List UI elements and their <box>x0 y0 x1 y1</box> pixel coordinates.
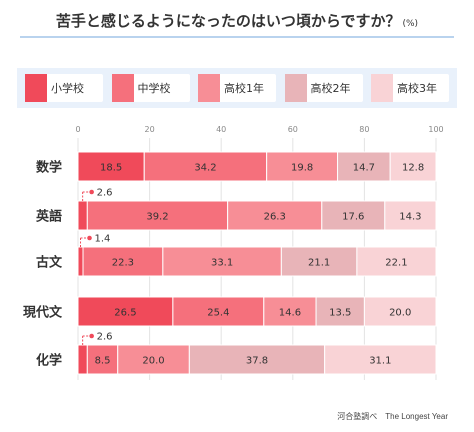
data-label: 18.5 <box>100 163 122 174</box>
data-label: 26.3 <box>264 212 286 223</box>
data-label: 14.7 <box>353 163 375 174</box>
bar-segment <box>315 296 365 327</box>
data-label: 21.1 <box>308 258 330 269</box>
data-label: 22.3 <box>112 258 134 269</box>
bar-segment <box>389 151 437 182</box>
bar-segment <box>117 344 190 375</box>
legend-label-high-1: 高校1年 <box>224 82 264 95</box>
legend-label-junior-high: 中学校 <box>137 82 171 95</box>
bar-segment <box>172 296 265 327</box>
x-tick-label: 60 <box>288 125 298 134</box>
category-label: 数学 <box>36 160 62 176</box>
data-label: 22.1 <box>385 258 407 269</box>
title-text: 苦手と感じるようになったのはいつ頃からですか？ <box>55 12 401 30</box>
bar-segment <box>82 246 164 277</box>
category-label: 化学 <box>36 353 62 369</box>
data-label: 39.2 <box>146 212 168 223</box>
x-tick-label: 80 <box>359 125 369 134</box>
data-label: 37.8 <box>246 356 268 367</box>
bar-segment <box>384 200 437 231</box>
data-label: 33.1 <box>211 258 233 269</box>
bar-segment <box>263 296 317 327</box>
data-label: 1.4 <box>95 234 111 245</box>
x-tick-label: 100 <box>428 125 443 134</box>
legend-item-junior-high: 中学校 <box>111 74 190 102</box>
legend-swatch-elementary <box>25 74 47 102</box>
bar-segment <box>162 246 282 277</box>
data-label: 2.6 <box>97 188 113 199</box>
legend-item-high-2: 高校2年 <box>284 74 363 102</box>
data-label: 19.8 <box>291 163 313 174</box>
data-label: 2.6 <box>97 332 113 343</box>
legend: 小学校 中学校 高校1年 高校2年 高校3年 <box>17 68 457 108</box>
bar-segment <box>280 246 358 277</box>
data-label: 31.1 <box>369 356 391 367</box>
data-label: 34.2 <box>194 163 216 174</box>
bar-segment <box>227 200 323 231</box>
bar-segment <box>356 246 437 277</box>
x-tick-label: 20 <box>145 125 155 134</box>
stacked-bar-chart: 0 20 40 60 80 100 数学 18.5 34.2 19.8 14.7 12.8 英語 2.6 3… <box>23 125 444 380</box>
bar-segment <box>77 296 174 327</box>
legend-swatch-high-2 <box>284 74 307 102</box>
data-label: 14.3 <box>399 212 421 223</box>
bar-segment <box>77 246 84 277</box>
source-credit: 河合塾調べ The Longest Year <box>337 412 448 421</box>
callout-dot <box>89 189 94 195</box>
legend-swatch-high-1 <box>198 74 220 102</box>
bar-segment <box>188 344 326 375</box>
data-label: 20.0 <box>389 308 411 319</box>
legend-swatch-high-3 <box>371 74 393 102</box>
data-label: 17.6 <box>342 212 364 223</box>
data-label: 12.8 <box>402 163 424 174</box>
x-tick-label: 40 <box>216 125 226 134</box>
category-label: 英語 <box>35 209 62 225</box>
legend-item-high-3: 高校3年 <box>371 74 449 102</box>
callout-dot <box>89 333 94 339</box>
bar-segment <box>77 344 88 375</box>
legend-label-elementary: 小学校 <box>51 82 84 95</box>
data-label: 20.0 <box>142 356 164 367</box>
legend-item-elementary: 小学校 <box>25 74 103 102</box>
legend-swatch-junior-high <box>111 74 134 102</box>
category-label: 現代文 <box>23 305 63 321</box>
bar-segment <box>77 200 88 231</box>
legend-label-high-2: 高校2年 <box>310 82 351 95</box>
data-label: 25.4 <box>207 308 229 319</box>
bar-segment <box>86 200 229 231</box>
data-label: 26.5 <box>114 308 136 319</box>
title-unit: (%) <box>402 19 419 29</box>
data-label: 13.5 <box>329 308 351 319</box>
bar-segment <box>324 344 437 375</box>
data-label: 14.6 <box>279 308 301 319</box>
bar-segment <box>321 200 386 231</box>
bar-segment <box>363 296 437 327</box>
legend-item-high-1: 高校1年 <box>198 74 276 102</box>
callout-dot <box>87 235 92 241</box>
x-tick-label: 0 <box>75 125 80 134</box>
chart-title: 苦手と感じるようになったのはいつ頃からですか？ (%) <box>0 10 474 31</box>
legend-label-high-3: 高校3年 <box>397 82 437 95</box>
bar-segment <box>77 151 145 182</box>
bar-segment <box>337 151 391 182</box>
category-label: 古文 <box>36 255 63 271</box>
data-label: 8.5 <box>95 356 111 367</box>
title-underline <box>20 36 454 38</box>
